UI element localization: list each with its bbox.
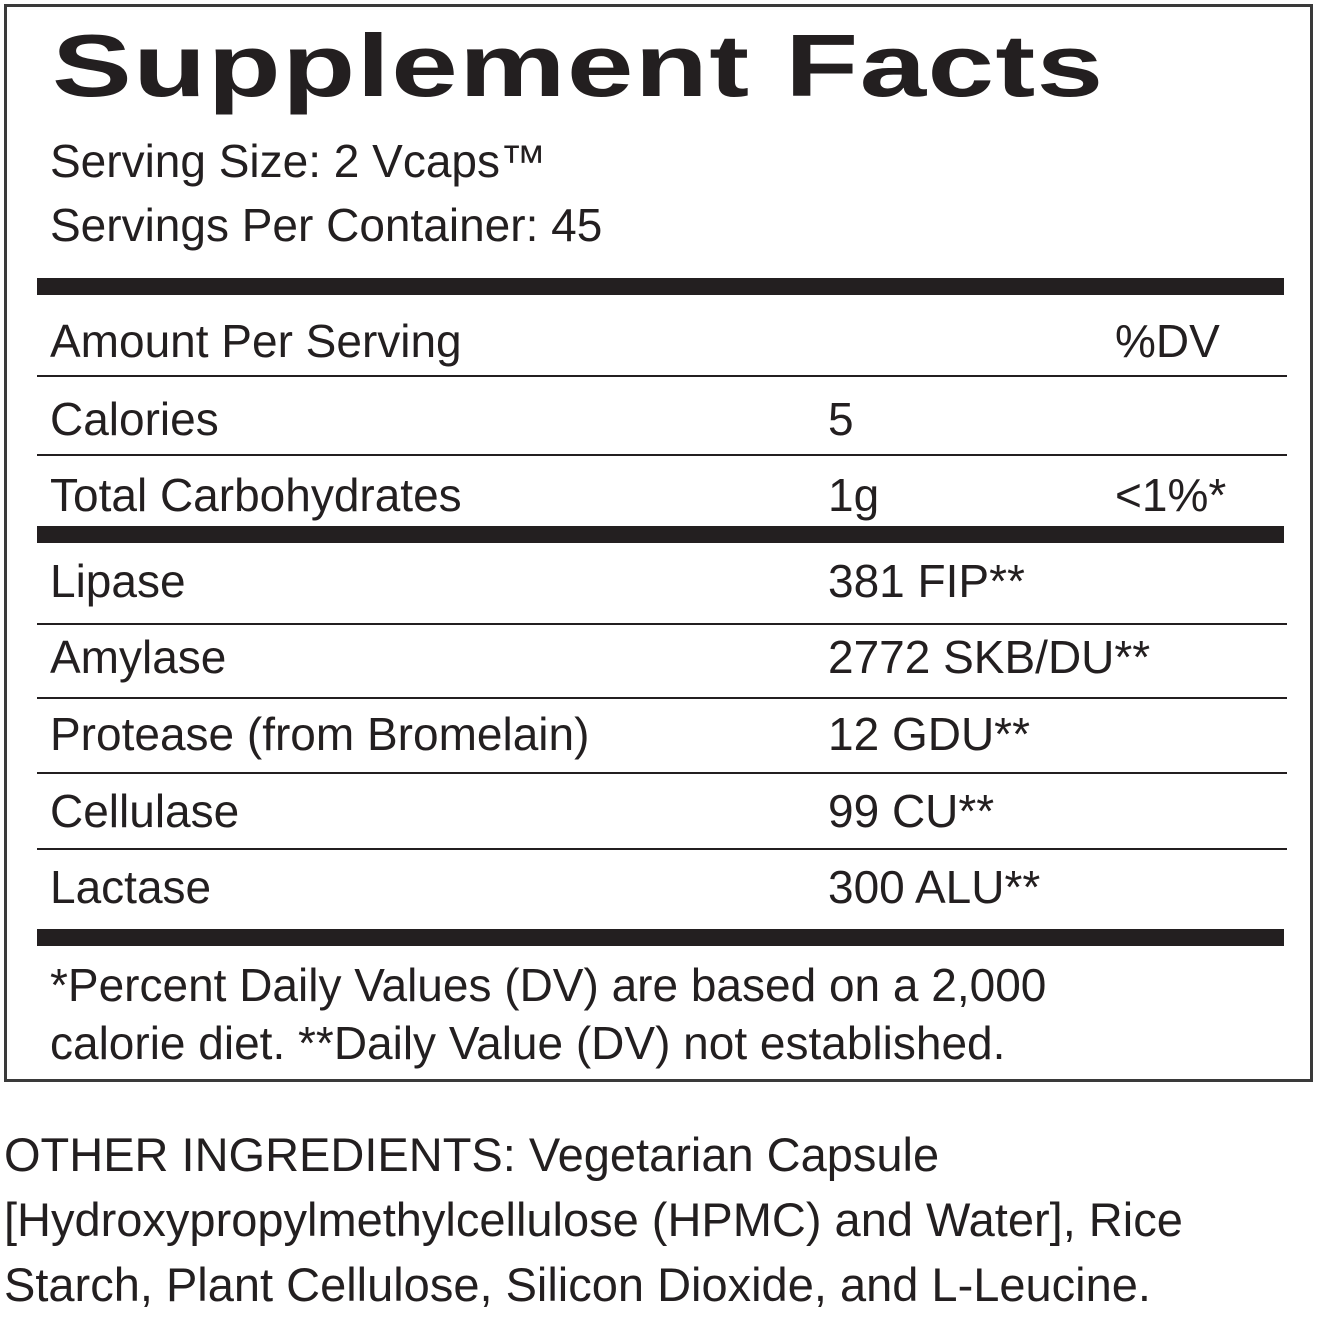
- row-amount: 5: [828, 393, 854, 445]
- divider: [37, 454, 1287, 456]
- divider: [37, 623, 1287, 625]
- row-name: Protease (from Bromelain): [50, 708, 590, 760]
- row-name: Amylase: [50, 631, 227, 683]
- other-ingredients: OTHER INGREDIENTS: Vegetarian Capsule [H…: [4, 1128, 1183, 1311]
- divider: [37, 375, 1287, 377]
- servings-per-container: Servings Per Container: 45: [50, 199, 603, 251]
- divider-thick: [37, 526, 1284, 543]
- row-name: Total Carbohydrates: [50, 469, 462, 521]
- row-amount: 2772 SKB/DU**: [828, 631, 1151, 683]
- row-amount: 300 ALU**: [828, 861, 1041, 913]
- divider-thick: [37, 278, 1284, 295]
- row-name: Lipase: [50, 555, 186, 607]
- row-name: Calories: [50, 393, 219, 445]
- row-dv: <1%*: [1115, 469, 1227, 521]
- serving-size: Serving Size: 2 Vcaps™: [50, 135, 547, 187]
- supplement-facts-panel: [4, 4, 1313, 1082]
- row-name: Lactase: [50, 861, 212, 913]
- row-amount: 381 FIP**: [828, 555, 1025, 607]
- header-amount: Amount Per Serving: [50, 315, 462, 367]
- row-amount: 12 GDU**: [828, 708, 1030, 760]
- divider-thick: [37, 929, 1284, 946]
- divider: [37, 848, 1287, 850]
- header-dv: %DV: [1115, 315, 1220, 367]
- row-amount: 99 CU**: [828, 785, 995, 837]
- panel-title: Supplement Facts: [52, 16, 1105, 115]
- footnote: calorie diet. **Daily Value (DV) not est…: [50, 1017, 1006, 1069]
- row-amount: 1g: [828, 469, 880, 521]
- row-name: Cellulase: [50, 785, 240, 837]
- divider: [37, 772, 1287, 774]
- divider: [37, 697, 1287, 699]
- footnote: *Percent Daily Values (DV) are based on …: [50, 959, 1047, 1011]
